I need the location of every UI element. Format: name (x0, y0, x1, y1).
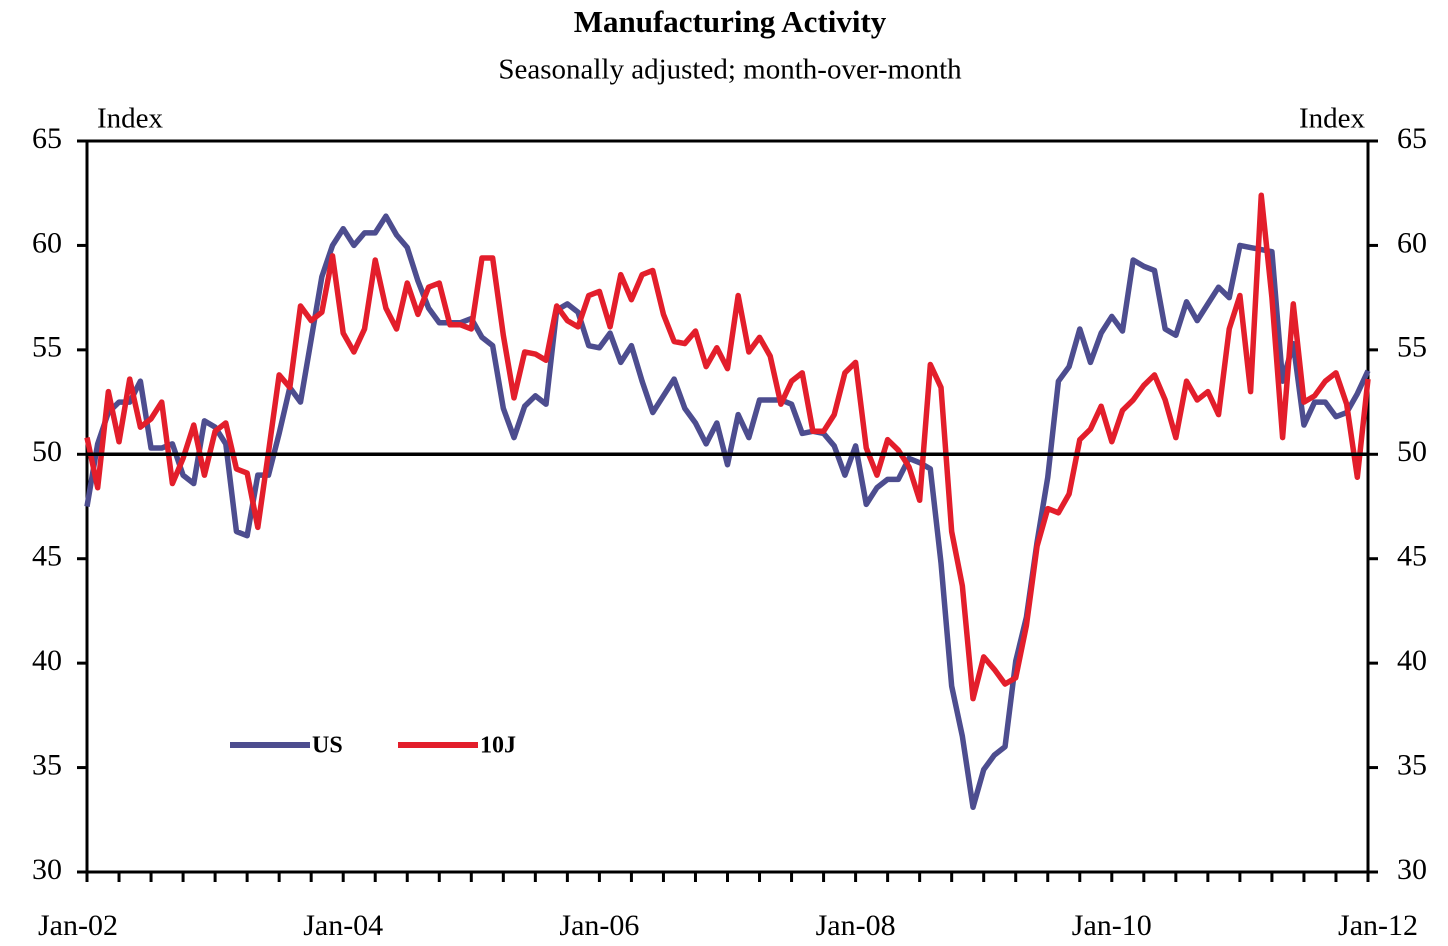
y-tick-label: 40 (32, 644, 62, 677)
y2-tick-label: 45 (1397, 540, 1427, 573)
y-tick-label: 35 (32, 748, 62, 781)
chart-subtitle: Seasonally adjusted; month-over-month (498, 54, 962, 86)
x-tick-label: Jan-10 (1072, 909, 1152, 942)
y2-tick-label: 50 (1397, 435, 1427, 468)
y-tick-label: 50 (32, 435, 62, 468)
x-tick-label: Jan-06 (559, 909, 639, 942)
y2-tick-label: 30 (1397, 853, 1427, 886)
y-tick-label: 45 (32, 540, 62, 573)
y2-tick-label: 35 (1397, 748, 1427, 781)
y-tick-label: 55 (32, 331, 62, 364)
y-tick-label: 60 (32, 226, 62, 259)
line-series (84, 192, 1371, 702)
y2-tick-label: 60 (1397, 226, 1427, 259)
y2-tick-label: 55 (1397, 331, 1427, 364)
line-series (84, 213, 1371, 810)
y-axis-title: Index (97, 103, 164, 135)
legend-label: 10J (480, 733, 516, 759)
y2-axis-title: Index (1299, 103, 1366, 135)
x-tick-label: Jan-04 (303, 909, 383, 942)
chart-title: Manufacturing Activity (574, 4, 887, 39)
x-tick-label: Jan-08 (816, 909, 896, 942)
legend-label: US (312, 733, 343, 759)
plot-frame (85, 139, 1370, 874)
y-tick-label: 30 (32, 853, 62, 886)
x-tick-label: Jan-12 (1338, 909, 1418, 942)
y-tick-label: 65 (32, 122, 62, 155)
x-tick-label: Jan-02 (38, 909, 118, 942)
y2-tick-label: 40 (1397, 644, 1427, 677)
y2-tick-label: 65 (1397, 122, 1427, 155)
